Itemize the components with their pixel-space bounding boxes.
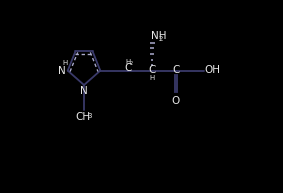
Text: C: C: [148, 65, 156, 75]
Text: H: H: [149, 75, 155, 81]
Text: H: H: [63, 60, 68, 66]
Text: 3: 3: [87, 113, 92, 119]
Text: O: O: [172, 96, 180, 106]
Text: C: C: [125, 63, 132, 73]
Text: 2: 2: [129, 61, 132, 66]
Text: N: N: [58, 66, 65, 76]
Text: C: C: [172, 65, 180, 75]
Text: H: H: [125, 59, 131, 65]
Text: NH: NH: [151, 31, 166, 41]
Text: CH: CH: [75, 112, 90, 122]
Text: N: N: [80, 86, 88, 96]
Text: 2: 2: [159, 36, 163, 42]
Text: OH: OH: [205, 65, 221, 75]
